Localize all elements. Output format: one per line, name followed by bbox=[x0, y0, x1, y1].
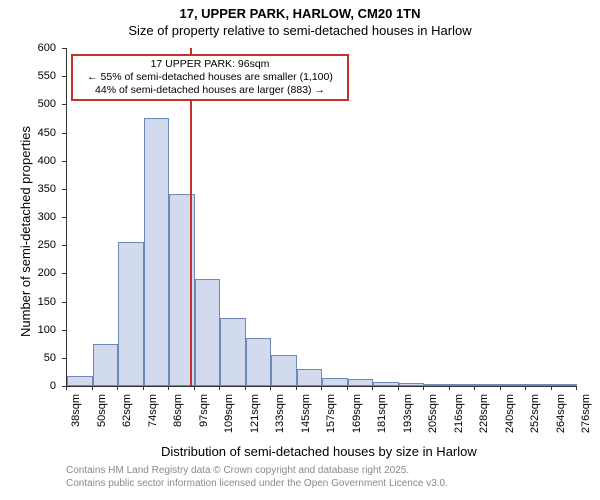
x-tick-label: 121sqm bbox=[249, 394, 261, 433]
histogram-bar bbox=[271, 355, 297, 386]
x-tick-label: 228sqm bbox=[478, 394, 490, 433]
x-tick-mark bbox=[245, 386, 246, 390]
y-tick-mark bbox=[62, 76, 66, 77]
x-tick-mark bbox=[474, 386, 475, 390]
y-tick-label: 150 bbox=[0, 296, 56, 308]
histogram-bar bbox=[348, 379, 374, 386]
y-tick-mark bbox=[62, 302, 66, 303]
x-tick-mark bbox=[321, 386, 322, 390]
x-tick-label: 240sqm bbox=[504, 394, 516, 433]
histogram-bar bbox=[526, 384, 552, 386]
y-tick-label: 300 bbox=[0, 211, 56, 223]
histogram-bar bbox=[322, 378, 348, 386]
x-tick-mark bbox=[219, 386, 220, 390]
chart-container: { "title_line1": "17, UPPER PARK, HARLOW… bbox=[0, 0, 600, 500]
x-tick-mark bbox=[194, 386, 195, 390]
x-tick-label: 276sqm bbox=[580, 394, 592, 433]
histogram-bar bbox=[424, 384, 450, 386]
x-tick-mark bbox=[398, 386, 399, 390]
x-tick-mark bbox=[449, 386, 450, 390]
x-tick-label: 193sqm bbox=[402, 394, 414, 433]
x-tick-label: 74sqm bbox=[147, 394, 159, 427]
x-tick-label: 252sqm bbox=[529, 394, 541, 433]
x-tick-label: 169sqm bbox=[351, 394, 363, 433]
x-tick-mark bbox=[525, 386, 526, 390]
y-tick-mark bbox=[62, 273, 66, 274]
y-tick-mark bbox=[62, 330, 66, 331]
x-tick-label: 216sqm bbox=[453, 394, 465, 433]
x-tick-mark bbox=[551, 386, 552, 390]
histogram-bar bbox=[501, 384, 527, 386]
histogram-bar bbox=[220, 318, 246, 386]
x-tick-mark bbox=[500, 386, 501, 390]
y-tick-label: 450 bbox=[0, 127, 56, 139]
x-tick-label: 133sqm bbox=[274, 394, 286, 433]
x-tick-label: 109sqm bbox=[223, 394, 235, 433]
histogram-bar bbox=[450, 384, 476, 386]
y-tick-mark bbox=[62, 358, 66, 359]
footer-line-1: Contains HM Land Registry data © Crown c… bbox=[66, 464, 448, 477]
y-tick-mark bbox=[62, 104, 66, 105]
y-tick-label: 550 bbox=[0, 70, 56, 82]
x-tick-mark bbox=[576, 386, 577, 390]
attribution-footer: Contains HM Land Registry data © Crown c… bbox=[66, 464, 448, 490]
y-tick-label: 400 bbox=[0, 155, 56, 167]
histogram-bar bbox=[195, 279, 221, 386]
chart-title-line2: Size of property relative to semi-detach… bbox=[0, 21, 600, 38]
x-tick-label: 264sqm bbox=[555, 394, 567, 433]
histogram-bar bbox=[552, 384, 578, 386]
x-tick-mark bbox=[66, 386, 67, 390]
annotation-line: ← 55% of semi-detached houses are smalle… bbox=[77, 71, 343, 84]
x-tick-mark bbox=[372, 386, 373, 390]
annotation-line: 44% of semi-detached houses are larger (… bbox=[77, 84, 343, 97]
y-tick-mark bbox=[62, 245, 66, 246]
x-tick-mark bbox=[168, 386, 169, 390]
histogram-bar bbox=[297, 369, 323, 386]
x-tick-label: 86sqm bbox=[172, 394, 184, 427]
x-tick-mark bbox=[423, 386, 424, 390]
annotation-line: 17 UPPER PARK: 96sqm bbox=[77, 58, 343, 71]
histogram-bar bbox=[118, 242, 144, 386]
x-tick-label: 157sqm bbox=[325, 394, 337, 433]
y-tick-label: 500 bbox=[0, 98, 56, 110]
x-tick-mark bbox=[92, 386, 93, 390]
histogram-bar bbox=[399, 383, 425, 386]
x-tick-label: 62sqm bbox=[121, 394, 133, 427]
y-tick-mark bbox=[62, 217, 66, 218]
histogram-bar bbox=[475, 384, 501, 386]
x-tick-label: 145sqm bbox=[300, 394, 312, 433]
histogram-bar bbox=[246, 338, 272, 386]
x-tick-label: 38sqm bbox=[70, 394, 82, 427]
x-tick-mark bbox=[117, 386, 118, 390]
x-tick-label: 181sqm bbox=[376, 394, 388, 433]
y-tick-label: 250 bbox=[0, 239, 56, 251]
chart-title-line1: 17, UPPER PARK, HARLOW, CM20 1TN bbox=[0, 0, 600, 21]
y-tick-mark bbox=[62, 133, 66, 134]
y-tick-label: 0 bbox=[0, 380, 56, 392]
y-tick-label: 600 bbox=[0, 42, 56, 54]
histogram-bar bbox=[144, 118, 170, 386]
property-annotation-box: 17 UPPER PARK: 96sqm← 55% of semi-detach… bbox=[71, 54, 349, 101]
histogram-bar bbox=[67, 376, 93, 386]
x-tick-mark bbox=[296, 386, 297, 390]
y-tick-label: 50 bbox=[0, 352, 56, 364]
x-axis-label: Distribution of semi-detached houses by … bbox=[161, 444, 477, 459]
x-tick-mark bbox=[143, 386, 144, 390]
x-tick-mark bbox=[270, 386, 271, 390]
y-tick-label: 200 bbox=[0, 267, 56, 279]
x-tick-label: 205sqm bbox=[427, 394, 439, 433]
x-tick-mark bbox=[347, 386, 348, 390]
y-tick-label: 100 bbox=[0, 324, 56, 336]
histogram-bar bbox=[93, 344, 119, 386]
y-tick-mark bbox=[62, 161, 66, 162]
x-tick-label: 97sqm bbox=[198, 394, 210, 427]
x-tick-label: 50sqm bbox=[96, 394, 108, 427]
y-tick-mark bbox=[62, 189, 66, 190]
y-tick-label: 350 bbox=[0, 183, 56, 195]
plot-area: 17 UPPER PARK: 96sqm← 55% of semi-detach… bbox=[66, 48, 577, 387]
y-tick-mark bbox=[62, 48, 66, 49]
footer-line-2: Contains public sector information licen… bbox=[66, 477, 448, 490]
histogram-bar bbox=[373, 382, 399, 387]
